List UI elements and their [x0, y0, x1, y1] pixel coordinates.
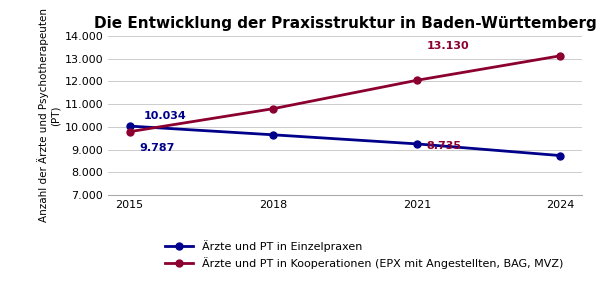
Text: 9.787: 9.787 — [139, 142, 175, 153]
Legend: Ärzte und PT in Einzelpraxen, Ärzte und PT in Kooperationen (EPX mit Angestellte: Ärzte und PT in Einzelpraxen, Ärzte und … — [161, 236, 568, 274]
Text: 13.130: 13.130 — [427, 41, 469, 51]
Ärzte und PT in Einzelpraxen — [269, 133, 277, 136]
Ärzte und PT in Einzelpraxen — [413, 142, 421, 146]
Ärzte und PT in Kooperationen (EPX mit Angestellten, BAG, MVZ) — [126, 130, 133, 134]
Ärzte und PT in Einzelpraxen — [557, 154, 564, 158]
Text: 8.735: 8.735 — [427, 141, 461, 151]
Ärzte und PT in Kooperationen (EPX mit Angestellten, BAG, MVZ) — [557, 54, 564, 58]
Line: Ärzte und PT in Einzelpraxen: Ärzte und PT in Einzelpraxen — [126, 123, 564, 159]
Y-axis label: Anzahl der Ärzte und Psychotherapeuten
(PT): Anzahl der Ärzte und Psychotherapeuten (… — [37, 8, 60, 223]
Title: Die Entwicklung der Praxisstruktur in Baden-Württemberg: Die Entwicklung der Praxisstruktur in Ba… — [94, 16, 596, 31]
Ärzte und PT in Kooperationen (EPX mit Angestellten, BAG, MVZ) — [413, 79, 421, 82]
Text: 10.034: 10.034 — [144, 111, 187, 121]
Ärzte und PT in Einzelpraxen — [126, 124, 133, 128]
Line: Ärzte und PT in Kooperationen (EPX mit Angestellten, BAG, MVZ): Ärzte und PT in Kooperationen (EPX mit A… — [126, 52, 564, 135]
Ärzte und PT in Kooperationen (EPX mit Angestellten, BAG, MVZ) — [269, 107, 277, 110]
